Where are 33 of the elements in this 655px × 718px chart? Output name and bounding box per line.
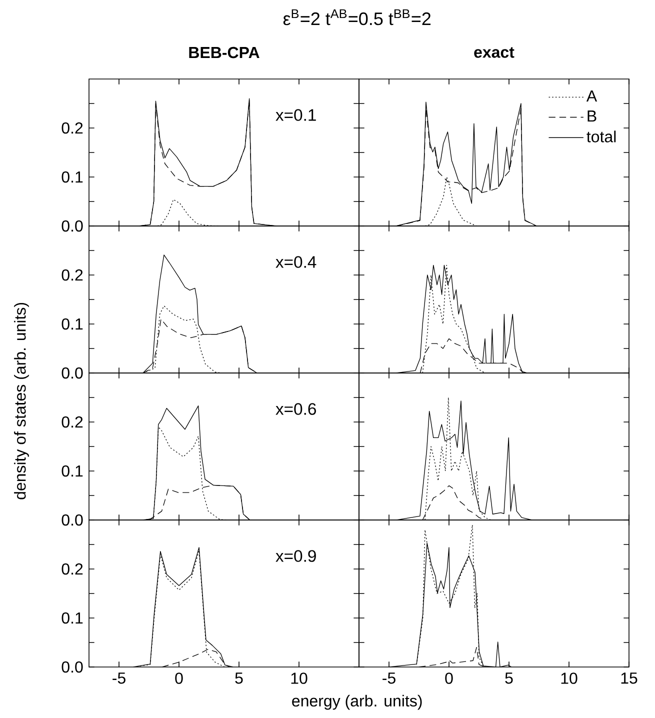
y-tick-label: 0.0 [62,367,83,379]
annotation: x=0.1 [276,109,316,121]
y-tick-label: 0.1 [62,465,83,477]
y-tick-label: 0.1 [62,612,83,624]
y-tick-label: 0.1 [62,318,83,330]
y-tick-label: 0.2 [62,563,83,575]
chart-subtitle: exact [474,47,514,58]
y-tick-label: 0.0 [62,220,83,232]
x-tick-label: 10 [561,672,578,684]
x-tick-label: 5 [235,672,243,684]
chart-subtitle: BEB-CPA [189,46,260,58]
x-tick-label: 0 [175,672,183,684]
legend-label: A [586,90,598,102]
annotation: x=0.6 [276,403,316,415]
x-tick-label: 0 [445,672,453,684]
y-tick-label: 0.0 [62,661,83,673]
legend-label: B [588,110,596,122]
x-tick-label: 5 [505,672,513,684]
x-tick-label: 10 [291,672,308,684]
annotation: x=0.4 [276,256,316,268]
x-axis-title: energy (arb. units) [292,694,422,710]
annotation: x=0.9 [276,550,316,562]
y-tick-label: 0.2 [62,416,83,428]
chart-title: ε$^{B}$=2 t$^{AB}$=0.5 t$^{BB}$=2 [283,9,431,26]
legend-label: total [586,130,616,142]
y-tick-label: 0.2 [62,269,83,281]
y-tick-label: 0.1 [62,171,83,183]
x-tick-label: -5 [382,672,396,684]
y-axis-title: density of states (arb. units) [14,302,29,500]
y-tick-label: 0.0 [62,514,83,526]
y-tick-label: 0.2 [62,122,83,134]
x-tick-label: 15 [621,672,638,684]
x-tick-label: -5 [112,672,126,684]
